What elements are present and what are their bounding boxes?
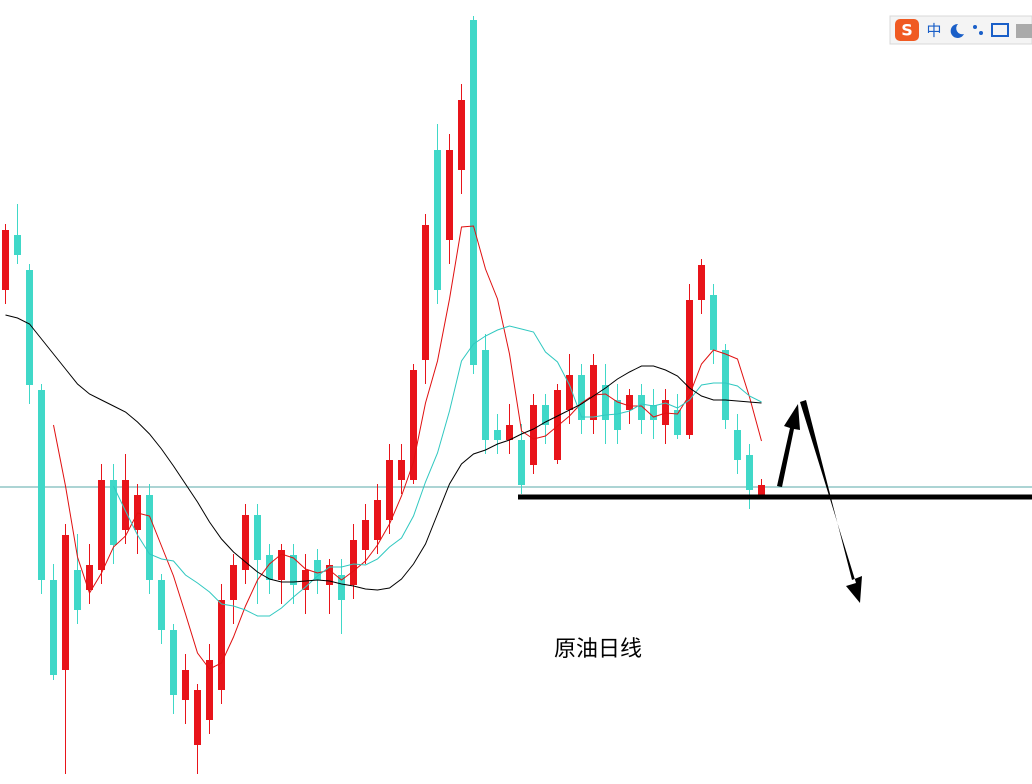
candle-body — [686, 300, 693, 435]
candle-body — [2, 230, 9, 290]
candle-body — [326, 565, 333, 585]
candle-body — [230, 565, 237, 600]
logo-mark: S — [901, 21, 913, 40]
candle-body — [158, 580, 165, 630]
ime-toolbar: S 中 — [889, 15, 1032, 45]
candle-body — [494, 430, 501, 440]
candle-body — [650, 405, 657, 420]
candle-body — [314, 560, 321, 580]
candle-body — [518, 440, 525, 485]
arrows — [777, 400, 862, 603]
candle-body — [434, 150, 441, 290]
candle-body — [98, 480, 105, 570]
candle-body — [110, 480, 117, 545]
candle-body — [266, 555, 273, 580]
candle-body — [554, 390, 561, 460]
candle-body — [746, 455, 753, 490]
candle-body — [362, 520, 369, 550]
candle-body — [446, 150, 453, 240]
candle-body — [206, 660, 213, 720]
candle-body — [734, 430, 741, 460]
candle-body — [422, 225, 429, 360]
candle-body — [626, 395, 633, 410]
candle-body — [458, 100, 465, 170]
candle-body — [14, 235, 21, 255]
candle-body — [542, 405, 549, 425]
candle-body — [614, 400, 621, 430]
candle-body — [578, 375, 585, 420]
arrow-up — [777, 404, 800, 487]
candle-body — [482, 350, 489, 440]
punct-icon — [979, 31, 983, 35]
keyboard-icon — [991, 23, 1009, 37]
candle-body — [674, 410, 681, 435]
candle-body — [338, 575, 345, 600]
candle-body — [350, 540, 357, 585]
candle-body — [506, 425, 513, 440]
candle-body — [374, 500, 381, 540]
toolbar-lang: 中 — [926, 22, 941, 40]
ma-line — [5, 314, 762, 591]
candle-body — [62, 535, 69, 670]
candle-body — [470, 20, 477, 365]
candle-body — [170, 630, 177, 695]
logo — [895, 19, 919, 41]
candle-body — [530, 405, 537, 465]
ma-line — [53, 225, 762, 670]
candle-body — [74, 570, 81, 610]
candle-body — [122, 480, 129, 530]
candle-body — [146, 495, 153, 580]
candle-body — [566, 375, 573, 410]
candle-body — [26, 270, 33, 385]
candle-body — [398, 460, 405, 480]
candle-body — [38, 390, 45, 580]
candle-body — [278, 550, 285, 580]
candle-body — [710, 295, 717, 350]
candle-body — [194, 690, 201, 745]
candle-body — [602, 385, 609, 420]
candle-body — [242, 515, 249, 570]
candle-body — [638, 395, 645, 420]
punct-icon — [973, 25, 977, 29]
menu-icon — [1016, 24, 1032, 38]
arrow-down — [800, 400, 862, 603]
candle-body — [386, 460, 393, 520]
candle-body — [698, 265, 705, 300]
candle-body — [218, 600, 225, 690]
moon-icon — [950, 23, 964, 38]
ma-line — [113, 325, 762, 617]
candle-body — [590, 365, 597, 420]
candle-body — [86, 565, 93, 590]
candle-body — [410, 370, 417, 480]
candle-body — [302, 570, 309, 590]
candle-body — [722, 350, 729, 420]
candle-body — [50, 580, 57, 675]
chart-title: 原油日线 — [554, 637, 642, 662]
candle-body — [254, 515, 261, 560]
candle-body — [182, 670, 189, 700]
candle-body — [758, 485, 765, 495]
candle-body — [290, 555, 297, 585]
